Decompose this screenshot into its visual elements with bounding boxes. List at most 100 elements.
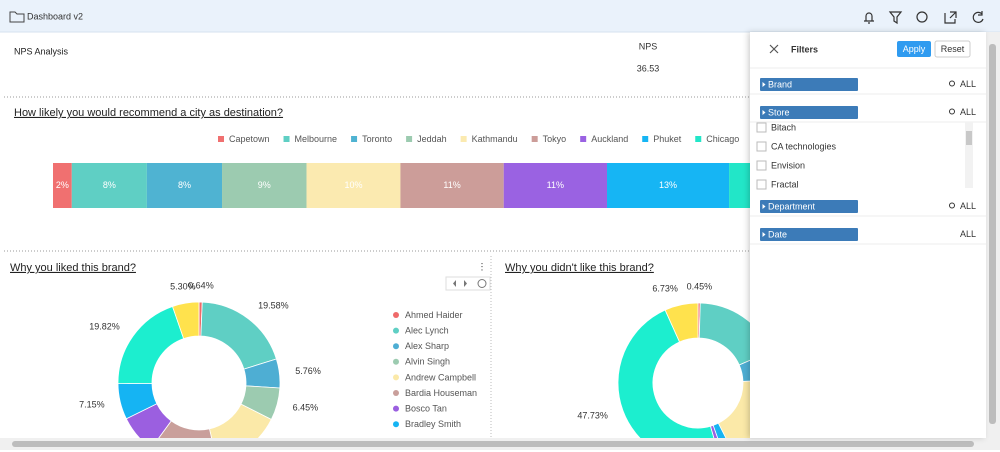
data-label: 8% bbox=[103, 180, 116, 190]
bar-segment bbox=[146, 163, 223, 208]
section-name: Date bbox=[768, 229, 787, 239]
filter-icon[interactable] bbox=[888, 11, 903, 25]
bar-segment bbox=[71, 163, 147, 208]
legend-label: Auckland bbox=[591, 134, 628, 144]
bar-segment bbox=[503, 163, 608, 208]
notification-icon[interactable] bbox=[864, 12, 874, 24]
data-label: 7.15% bbox=[79, 400, 105, 410]
checkbox[interactable] bbox=[756, 141, 767, 152]
reset-button[interactable] bbox=[934, 40, 971, 58]
checkbox[interactable] bbox=[756, 122, 767, 133]
data-label: 6.73% bbox=[652, 284, 678, 294]
legend-marker bbox=[642, 136, 649, 142]
kpi-value: 36.53 bbox=[637, 63, 660, 73]
data-label: 19.82% bbox=[89, 321, 120, 331]
legend-marker bbox=[393, 390, 399, 396]
section-name: Store bbox=[768, 107, 790, 117]
legend-marker bbox=[393, 358, 399, 365]
legend-label: Bosco Tan bbox=[405, 403, 447, 413]
legend-label: Ahmed Haider bbox=[405, 310, 463, 320]
section-header[interactable] bbox=[760, 106, 858, 119]
chart-title: Why you didn't like this brand? bbox=[505, 262, 654, 274]
chart-toolbar: ⋮ bbox=[445, 261, 491, 291]
donut-slice bbox=[208, 403, 272, 438]
filters-title: Filters bbox=[791, 44, 818, 54]
legend-marker bbox=[531, 136, 538, 142]
section-value: ALL bbox=[960, 107, 976, 117]
data-label: 9% bbox=[258, 180, 271, 190]
section-name: Brand bbox=[768, 79, 792, 89]
legend-marker bbox=[218, 136, 224, 142]
checkbox[interactable] bbox=[756, 160, 767, 171]
caret bbox=[762, 82, 766, 87]
bar-segment bbox=[306, 163, 401, 208]
donut-slice bbox=[664, 302, 699, 343]
section-value: ALL bbox=[960, 229, 976, 239]
legend-marker bbox=[460, 136, 467, 142]
apply-button[interactable] bbox=[897, 41, 931, 57]
option-label: Fractal bbox=[771, 179, 799, 189]
section-name: Department bbox=[768, 201, 816, 211]
export-icon[interactable] bbox=[944, 11, 957, 24]
search-icon bbox=[949, 80, 955, 87]
caret bbox=[762, 110, 766, 115]
legend-marker bbox=[283, 136, 290, 142]
top-bar bbox=[0, 0, 1000, 32]
legend-label: Capetown bbox=[229, 134, 270, 144]
reload-icon[interactable] bbox=[477, 279, 487, 288]
refresh-icon[interactable] bbox=[972, 11, 984, 23]
option-label: Envision bbox=[771, 160, 805, 170]
legend-marker bbox=[406, 136, 413, 142]
menu-icon[interactable]: ⋮ bbox=[478, 261, 487, 271]
section-header[interactable] bbox=[760, 228, 858, 241]
caret bbox=[762, 204, 766, 209]
data-label: 5.30% bbox=[170, 282, 196, 292]
section-value: ALL bbox=[960, 201, 976, 211]
bar-segment bbox=[607, 163, 730, 208]
option-label: Bitach bbox=[771, 122, 796, 132]
section-header[interactable] bbox=[760, 78, 858, 91]
apply-label[interactable]: Apply bbox=[903, 44, 926, 54]
data-label: 2% bbox=[56, 180, 69, 190]
legend-label: Chicago bbox=[706, 134, 739, 144]
legend-label: Andrew Campbell bbox=[405, 372, 476, 382]
legend-marker bbox=[393, 374, 399, 381]
close-icon[interactable] bbox=[769, 44, 779, 54]
filters-panel: Filters Apply Reset Brand ALL Store ALL Bita… bbox=[750, 32, 986, 438]
list-scroll-thumb bbox=[966, 131, 972, 145]
bar-segment bbox=[400, 163, 504, 208]
legend-label: Bradley Smith bbox=[405, 419, 461, 429]
history-icon[interactable] bbox=[916, 11, 928, 23]
legend-marker bbox=[393, 312, 399, 318]
donut-slice bbox=[172, 301, 200, 340]
data-label: 0.45% bbox=[687, 281, 713, 291]
h-scroll-thumb[interactable] bbox=[12, 441, 974, 447]
donut-slice bbox=[617, 309, 715, 438]
checkbox[interactable] bbox=[756, 179, 767, 190]
legend-label: Toronto bbox=[362, 134, 392, 144]
section-header[interactable] bbox=[760, 200, 858, 213]
search-icon bbox=[949, 202, 955, 209]
legend-label: Alex Sharp bbox=[405, 341, 449, 351]
donut-slice bbox=[117, 305, 185, 385]
reset-label[interactable]: Reset bbox=[941, 44, 965, 54]
data-label: 0.64% bbox=[188, 280, 214, 290]
legend-label: Alvin Singh bbox=[405, 357, 450, 367]
caret bbox=[762, 232, 766, 237]
list-scrollbar bbox=[965, 122, 973, 188]
option-label: CA technologies bbox=[771, 141, 837, 151]
data-label: 47.73% bbox=[577, 410, 608, 420]
legend-label: Tokyo bbox=[543, 134, 567, 144]
page-title: NPS Analysis bbox=[14, 46, 69, 56]
v-scroll-thumb[interactable] bbox=[989, 44, 996, 424]
legend-marker bbox=[393, 343, 399, 350]
data-label: 10% bbox=[344, 180, 362, 190]
dashboard-name: Dashboard v2 bbox=[27, 11, 83, 21]
legend-marker bbox=[580, 136, 587, 142]
legend-label: Bardia Houseman bbox=[405, 388, 477, 398]
data-label: 11% bbox=[443, 180, 460, 190]
pager-arrows[interactable] bbox=[453, 280, 467, 287]
legend-label: Melbourne bbox=[295, 134, 338, 144]
data-label: 19.58% bbox=[258, 300, 289, 310]
